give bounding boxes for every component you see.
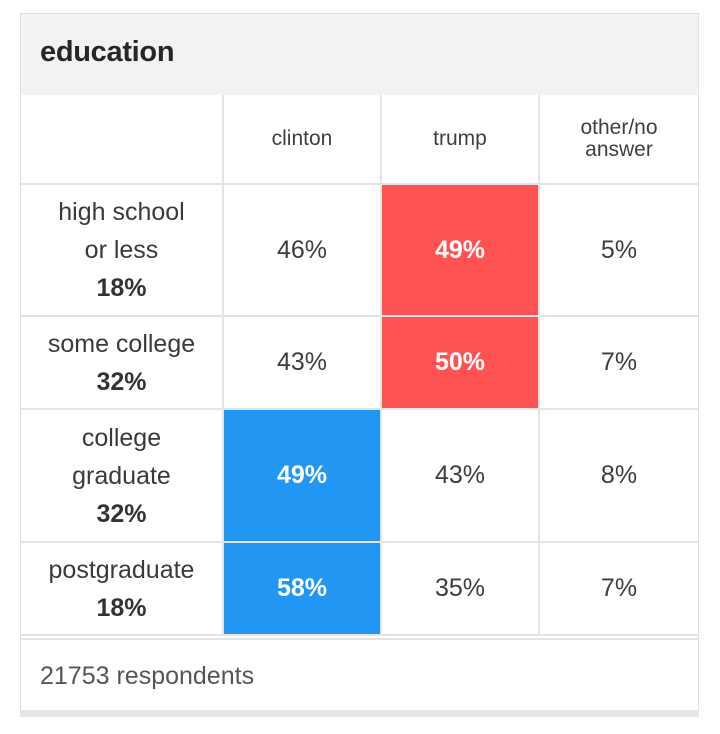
cell-trump: 49% — [380, 183, 540, 317]
column-header-trump: trump — [380, 95, 540, 185]
cell-other: 7% — [538, 315, 698, 410]
column-header-other-line1: other/no — [580, 116, 658, 139]
card-bottom-shadow — [20, 710, 699, 717]
cell-other: 7% — [538, 541, 698, 636]
respondents-count: 21753 respondents — [40, 662, 255, 690]
cell-clinton: 58% — [222, 541, 382, 636]
table-row: college graduate 32% 49% 43% 8% — [21, 408, 698, 543]
row-share: 18% — [96, 274, 147, 302]
title-bar: education — [21, 14, 698, 95]
row-label: postgraduate 18% — [21, 541, 224, 636]
row-label-text: high school — [58, 198, 185, 226]
header-corner — [21, 95, 224, 185]
poll-table: clinton trump other/no answer high schoo… — [21, 95, 698, 636]
column-header-clinton: clinton — [222, 95, 382, 185]
cell-clinton: 49% — [222, 408, 382, 543]
row-share: 32% — [96, 367, 147, 396]
cell-trump: 50% — [380, 315, 540, 410]
cell-trump: 43% — [380, 408, 540, 543]
row-label-text: postgraduate — [48, 555, 195, 584]
poll-body: high school or less 18% 46% 49% 5% some colleg… — [21, 183, 698, 636]
table-row: high school or less 18% 46% 49% 5% — [21, 183, 698, 317]
cell-other: 8% — [538, 408, 698, 543]
column-header-other: other/no answer — [538, 95, 698, 185]
cell-other: 5% — [538, 183, 698, 317]
chart-title: education — [40, 36, 175, 68]
column-header-other-line2: answer — [585, 138, 653, 161]
poll-card: education clinton trump other/no answer … — [20, 13, 699, 717]
table-row: postgraduate 18% 58% 35% 7% — [21, 541, 698, 636]
cell-clinton: 46% — [222, 183, 382, 317]
cell-clinton: 43% — [222, 315, 382, 410]
table-row: some college 32% 43% 50% 7% — [21, 315, 698, 410]
cell-trump: 35% — [380, 541, 540, 636]
row-label: some college 32% — [21, 315, 224, 410]
row-label-text: some college — [47, 329, 196, 358]
row-label: college graduate 32% — [21, 408, 224, 543]
row-label-text: college — [81, 423, 162, 452]
row-label-text: graduate — [72, 461, 171, 490]
header-row: clinton trump other/no answer — [21, 95, 698, 185]
row-share: 32% — [96, 499, 147, 528]
row-share: 18% — [96, 593, 147, 622]
footer: 21753 respondents — [21, 638, 698, 709]
row-label: high school or less 18% — [21, 183, 224, 317]
row-label-text: or less — [84, 236, 159, 264]
